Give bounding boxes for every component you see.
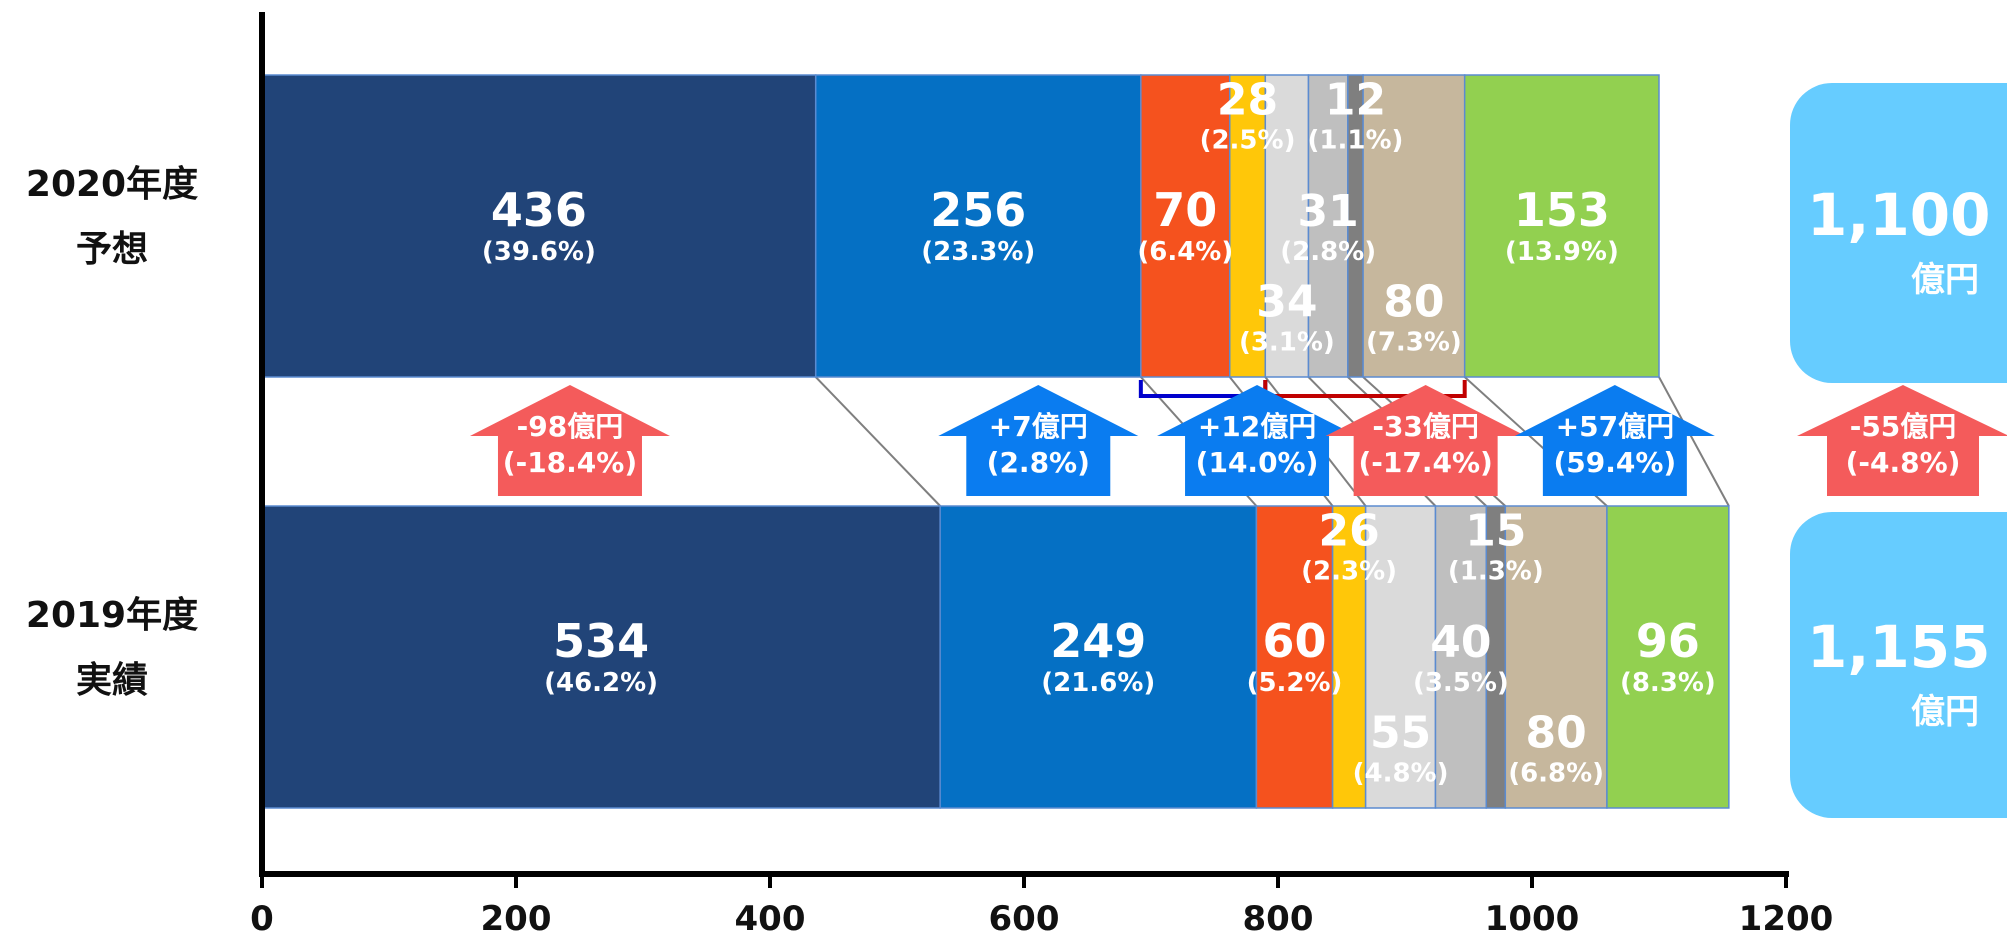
percent-label: (6.4%)	[1137, 237, 1233, 267]
x-tick-label: 200	[481, 899, 552, 939]
group-brackets	[1138, 380, 1467, 398]
category-label: 2020年度	[26, 164, 198, 205]
bar-segment	[814, 74, 1142, 378]
total-unit: 億円	[1911, 260, 1979, 300]
change-percent-label: (2.8%)	[987, 446, 1090, 479]
change-percent-label: (-18.4%)	[503, 446, 637, 479]
total-box	[1790, 83, 2007, 383]
change-arrow	[1157, 385, 1358, 496]
connector-line	[815, 376, 941, 507]
value-label: 534	[553, 614, 649, 668]
change-percent-label: (-17.4%)	[1358, 446, 1492, 479]
bar-segment	[939, 505, 1258, 809]
total-change-percent-label: (-4.8%)	[1846, 446, 1961, 479]
percent-label: (8.3%)	[1620, 668, 1716, 698]
bar-segment	[1255, 505, 1334, 809]
percent-label: (23.3%)	[921, 237, 1035, 267]
change-label: +57億円	[1556, 410, 1674, 443]
x-tick-label: 1200	[1739, 899, 1834, 939]
value-label: 153	[1514, 183, 1610, 237]
total-change-arrow	[1797, 385, 2007, 496]
percent-label: (39.6%)	[482, 237, 596, 267]
percent-label: (6.8%)	[1508, 759, 1604, 789]
percent-label: (21.6%)	[1041, 668, 1155, 698]
change-label: +7億円	[989, 410, 1088, 443]
change-label: -98億円	[517, 410, 624, 443]
value-label: 249	[1050, 614, 1146, 668]
value-label: 40	[1430, 617, 1491, 668]
change-label: +12億円	[1198, 410, 1316, 443]
x-tick-label: 600	[989, 899, 1060, 939]
bar-segment	[1504, 505, 1608, 809]
value-label: 436	[491, 183, 587, 237]
bar-segment	[261, 505, 941, 809]
value-label: 60	[1263, 614, 1327, 668]
bar-segment	[1606, 505, 1730, 809]
category-sublabel: 実績	[76, 660, 148, 701]
percent-label: (2.3%)	[1301, 556, 1397, 586]
total-box	[1790, 512, 2007, 818]
total-value: 1,100	[1807, 181, 1990, 249]
bars	[261, 74, 1730, 809]
category-label: 2019年度	[26, 595, 198, 636]
percent-label: (13.9%)	[1505, 237, 1619, 267]
x-tick-label: 1000	[1485, 899, 1580, 939]
percent-label: (2.5%)	[1200, 125, 1296, 155]
value-label: 26	[1319, 505, 1380, 556]
bar-segment	[1364, 505, 1437, 809]
change-percent-label: (14.0%)	[1196, 446, 1319, 479]
value-label: 55	[1370, 708, 1431, 759]
total-unit: 億円	[1911, 692, 1979, 732]
value-label: 28	[1217, 74, 1278, 125]
bar-segment	[1362, 74, 1466, 378]
value-label: 34	[1256, 277, 1317, 328]
total-value: 1,155	[1807, 613, 1990, 681]
change-arrow	[1514, 385, 1715, 496]
bar-segment	[1228, 74, 1267, 378]
x-tick-label: 800	[1243, 899, 1314, 939]
bar-segment	[1264, 74, 1310, 378]
percent-label: (4.8%)	[1353, 759, 1449, 789]
value-label: 12	[1325, 74, 1386, 125]
percent-label: (2.8%)	[1280, 237, 1376, 267]
percent-label: (7.3%)	[1366, 328, 1462, 358]
total-change-label: -55億円	[1850, 410, 1957, 443]
category-sublabel: 予想	[76, 229, 148, 270]
group-bracket	[1263, 380, 1467, 398]
bar-segment	[1434, 505, 1488, 809]
percent-label: (3.1%)	[1239, 328, 1335, 358]
value-label: 31	[1298, 186, 1359, 237]
data-labels: 436(39.6%)256(23.3%)70(6.4%)28(2.5%)34(3…	[482, 74, 1716, 788]
bar-segment	[1463, 74, 1660, 378]
percent-label: (1.3%)	[1448, 556, 1544, 586]
change-percent-label: (59.4%)	[1554, 446, 1677, 479]
value-label: 256	[930, 183, 1026, 237]
percent-label: (46.2%)	[544, 668, 658, 698]
percent-label: (5.2%)	[1247, 668, 1343, 698]
value-label: 15	[1465, 505, 1526, 556]
value-label: 70	[1153, 183, 1217, 237]
bar-segment	[1140, 74, 1231, 378]
value-label: 96	[1636, 614, 1700, 668]
x-tick-label: 400	[735, 899, 806, 939]
percent-label: (3.5%)	[1413, 668, 1509, 698]
change-arrow	[1325, 385, 1526, 496]
x-tick-label: 0	[250, 899, 274, 939]
change-arrows: -98億円(-18.4%) +7億円(2.8%) +12億円(14.0%) -33億円…	[469, 385, 1715, 496]
connector-line	[1658, 376, 1730, 507]
change-arrow	[469, 385, 670, 496]
value-label: 80	[1526, 708, 1587, 759]
total-boxes: 1,100 億円 1,155 億円 -55億円(-4.8%)	[1790, 83, 2007, 818]
change-arrow	[938, 385, 1139, 496]
percent-label: (1.1%)	[1308, 125, 1404, 155]
change-label: -33億円	[1372, 410, 1479, 443]
value-label: 80	[1383, 277, 1444, 328]
bar-segment	[1307, 74, 1349, 378]
